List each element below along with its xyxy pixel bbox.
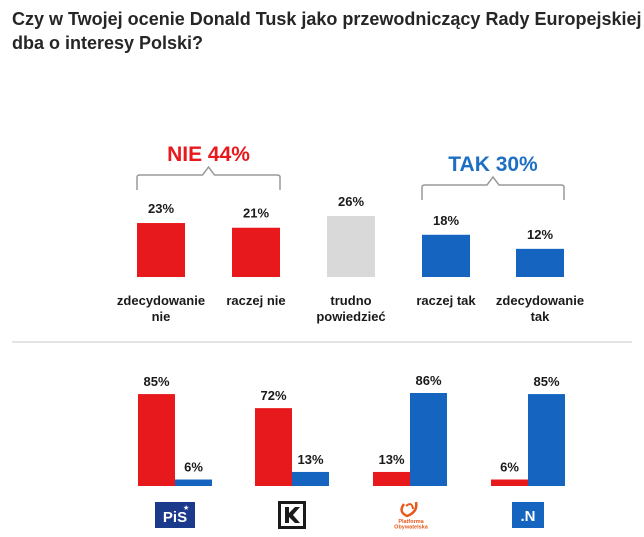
bar-3 bbox=[422, 234, 470, 277]
party-bar-tak bbox=[175, 479, 212, 486]
group-bracket bbox=[136, 165, 281, 190]
party-bar-value-label: 86% bbox=[415, 373, 441, 388]
chart-title: Czy w Twojej ocenie Donald Tusk jako prz… bbox=[12, 9, 642, 53]
chart-title-line: Czy w Twojej ocenie Donald Tusk jako prz… bbox=[12, 9, 642, 29]
nowoczesna-logo-icon: .N bbox=[512, 502, 544, 528]
group-bracket bbox=[421, 175, 565, 200]
party-bar-nie bbox=[491, 479, 528, 486]
bar-1 bbox=[232, 227, 280, 277]
n-logo-text: .N bbox=[521, 508, 536, 525]
party-bar-nie bbox=[255, 408, 292, 486]
bar-value-label: 23% bbox=[148, 201, 174, 216]
po-logo-text: Platforma bbox=[398, 519, 424, 525]
party-bar-tak bbox=[410, 393, 447, 486]
category-label: zdecydowanie bbox=[117, 293, 205, 308]
bar-0 bbox=[137, 223, 185, 277]
pis-logo-text: PiS bbox=[163, 509, 187, 526]
group-label-nie: NIE 44% bbox=[167, 143, 250, 166]
party-bar-value-label: 85% bbox=[143, 374, 169, 389]
party-bar-value-label: 6% bbox=[184, 460, 203, 475]
bar-value-label: 12% bbox=[527, 227, 553, 242]
bar-4 bbox=[516, 248, 564, 277]
party-bar-tak bbox=[528, 394, 565, 486]
category-label: raczej nie bbox=[226, 293, 285, 308]
category-label: tak bbox=[531, 309, 551, 324]
bar-value-label: 18% bbox=[433, 213, 459, 228]
party-bar-value-label: 85% bbox=[533, 374, 559, 389]
party-bar-nie bbox=[373, 471, 410, 486]
svg-text:★: ★ bbox=[183, 504, 189, 512]
category-label: powiedzieć bbox=[316, 309, 385, 324]
party-bar-value-label: 13% bbox=[297, 452, 323, 467]
party-bar-value-label: 6% bbox=[500, 460, 519, 475]
category-label: zdecydowanie bbox=[496, 293, 584, 308]
party-bar-value-label: 13% bbox=[378, 452, 404, 467]
bar-value-label: 21% bbox=[243, 206, 269, 221]
party-bar-tak bbox=[292, 471, 329, 486]
po-logo-text: Obywatelska bbox=[394, 525, 429, 531]
kukiz-logo-icon bbox=[278, 501, 306, 529]
party-bar-nie bbox=[138, 394, 175, 486]
bar-value-label: 26% bbox=[338, 194, 364, 209]
party-bar-value-label: 72% bbox=[260, 388, 286, 403]
bar-2 bbox=[327, 216, 375, 277]
kukiz-logo-mark bbox=[285, 507, 300, 523]
category-label: nie bbox=[152, 309, 171, 324]
pis-logo-icon: PiS★ bbox=[155, 502, 195, 528]
group-label-tak: TAK 30% bbox=[448, 153, 538, 176]
bottom-party-chart: 85% 6% 72% 13% 13% 86% 6% 85% bbox=[138, 373, 565, 486]
category-label: trudno bbox=[330, 293, 371, 308]
chart-title-line: dba o interesy Polski? bbox=[12, 33, 203, 53]
category-label: raczej tak bbox=[416, 293, 476, 308]
